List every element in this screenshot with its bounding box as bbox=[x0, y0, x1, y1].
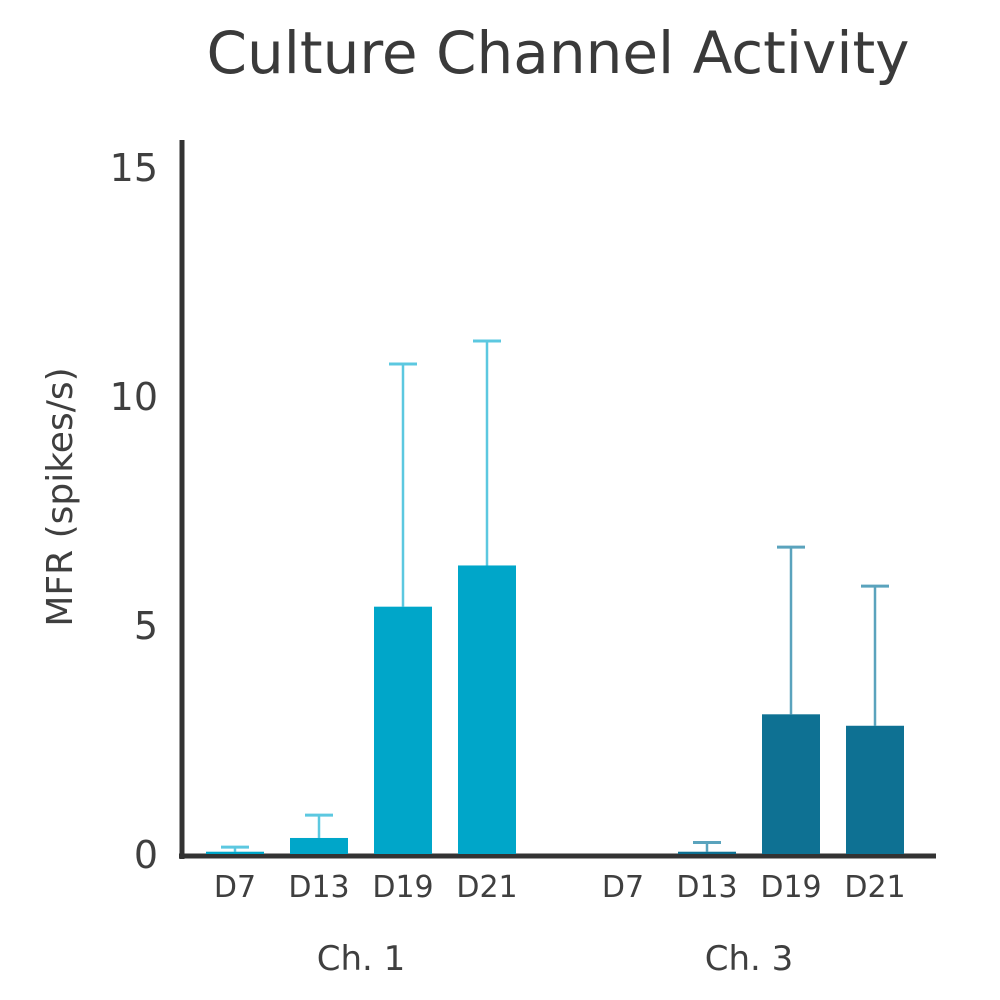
bar-ch1-d19 bbox=[374, 606, 432, 854]
bar-ch1-d7 bbox=[206, 851, 264, 854]
x-tick-label: D19 bbox=[760, 870, 821, 905]
bar-ch3-d13 bbox=[678, 851, 736, 854]
group-label: Ch. 1 bbox=[317, 939, 406, 979]
y-tick-label: 5 bbox=[134, 604, 158, 648]
y-ticks: 0 5 10 15 bbox=[110, 146, 158, 877]
x-tick-label: D13 bbox=[288, 870, 349, 905]
bar-ch1-d13 bbox=[290, 837, 348, 854]
x-tick-label: D13 bbox=[676, 870, 737, 905]
x-tick-label: D21 bbox=[456, 870, 517, 905]
x-tick-label: D21 bbox=[844, 870, 905, 905]
bar-ch3-d21 bbox=[846, 725, 904, 854]
group-label: Ch. 3 bbox=[705, 939, 794, 979]
x-tick-label: D19 bbox=[372, 870, 433, 905]
bar-ch3-d19 bbox=[762, 714, 820, 854]
y-tick-label: 15 bbox=[110, 146, 158, 190]
x-tick-label: D7 bbox=[602, 870, 644, 905]
x-ticks: D7 D13 D19 D21 D7 D13 D19 D21 bbox=[214, 870, 906, 905]
group-labels: Ch. 1 Ch. 3 bbox=[317, 939, 794, 979]
x-tick-label: D7 bbox=[214, 870, 256, 905]
y-tick-label: 10 bbox=[110, 375, 158, 419]
y-tick-label: 0 bbox=[134, 833, 158, 877]
chart-title: Culture Channel Activity bbox=[206, 19, 909, 87]
bar-ch1-d21 bbox=[458, 565, 516, 854]
y-axis-label: MFR (spikes/s) bbox=[40, 367, 81, 626]
bars bbox=[206, 339, 904, 854]
